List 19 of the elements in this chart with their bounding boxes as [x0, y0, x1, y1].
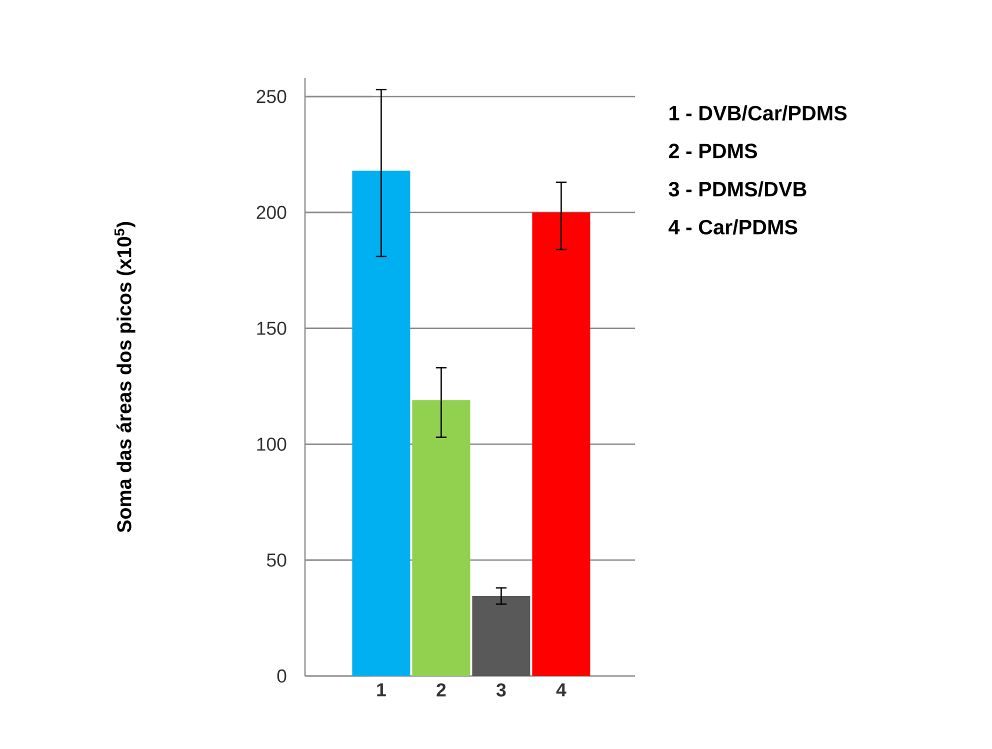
text: 1 - DVB/Car/PDMS — [670, 105, 847, 121]
x-tick-label: 3 — [496, 683, 506, 697]
bar — [532, 212, 590, 676]
y-tick-label: 100 — [257, 438, 286, 451]
y-tick-label: 150 — [257, 322, 286, 335]
text: Soma das áreas dos picos (x10$^{5}$) — [114, 222, 136, 532]
y-tick-label: 0 — [277, 669, 286, 683]
x-tick-label: 1 — [377, 683, 386, 696]
y-tick-label: 50 — [266, 553, 286, 567]
y-tick-label: 250 — [256, 90, 286, 104]
bar — [412, 400, 470, 676]
text: 2 - PDMS — [668, 144, 757, 158]
text: 3 - PDMS/DVB — [668, 181, 806, 197]
text: 4 - Car/PDMS — [668, 219, 798, 235]
x-tick-label: 2 — [436, 683, 446, 696]
bar — [352, 170, 410, 676]
y-tick-label: 200 — [256, 206, 286, 220]
bar — [472, 596, 530, 676]
x-tick-label: 4 — [556, 683, 566, 696]
